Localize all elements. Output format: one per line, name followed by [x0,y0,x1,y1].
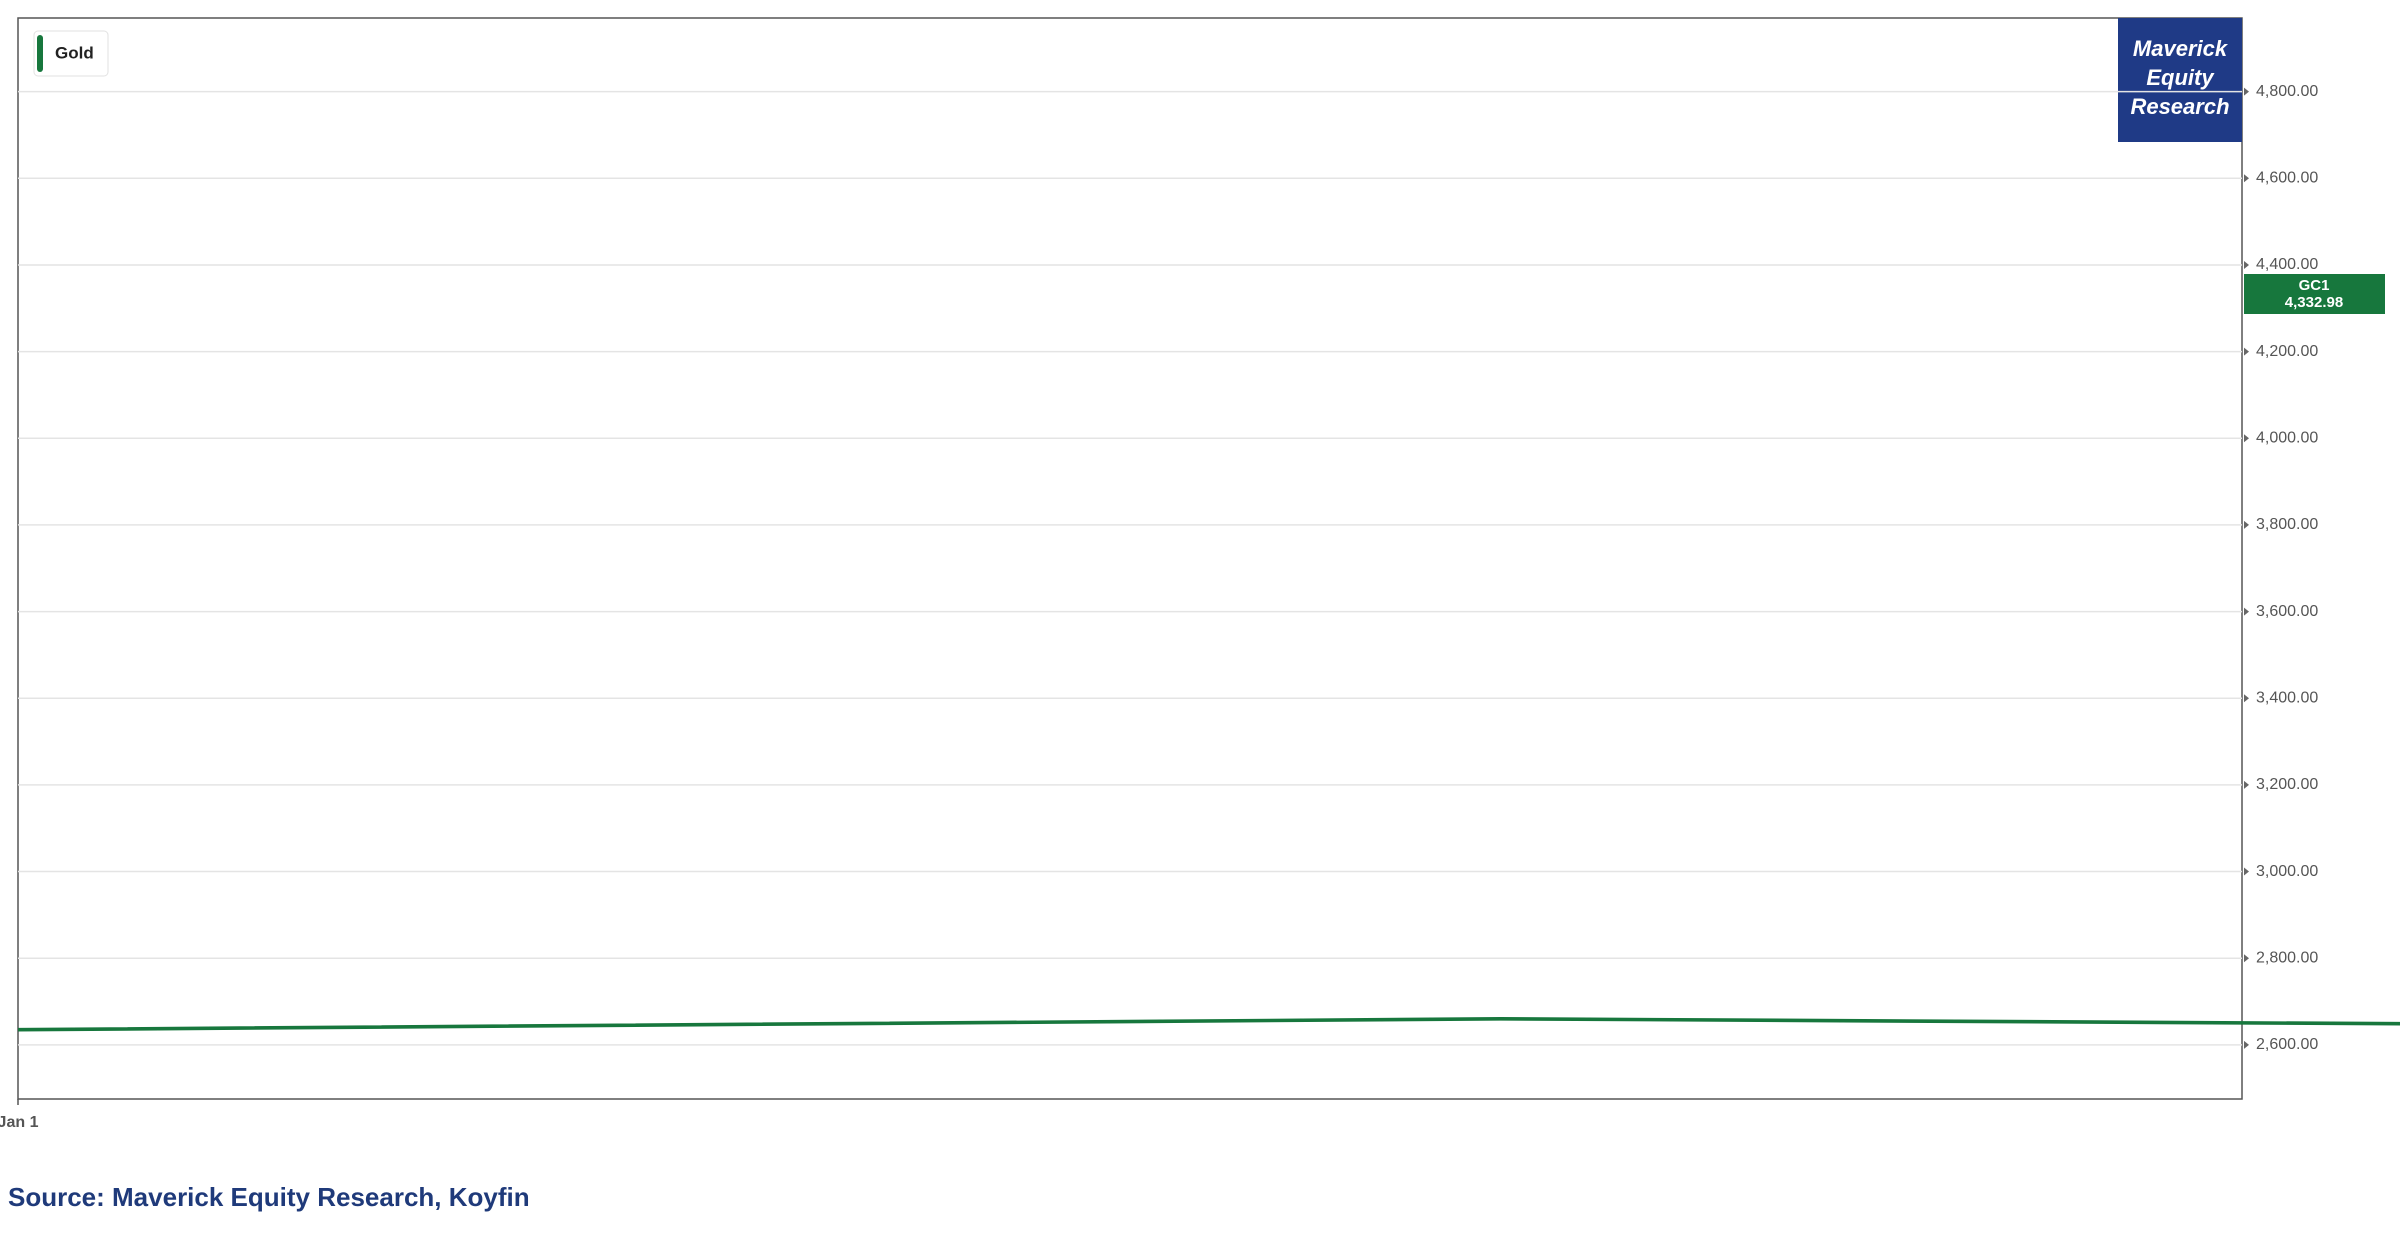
y-tick-label: 3,000.00 [2256,863,2318,880]
y-tick-mark [2244,780,2249,789]
y-tick-label: 3,200.00 [2256,776,2318,793]
y-tick-mark [2244,434,2249,443]
brand-background [2118,18,2242,142]
y-tick-label: 4,600.00 [2256,170,2318,187]
y-tick-label: 4,000.00 [2256,429,2318,446]
y-tick-mark [2244,520,2249,529]
y-tick-label: 4,800.00 [2256,83,2318,100]
x-tick-label: Jan 1 [0,1114,39,1131]
y-tick-mark [2244,260,2249,269]
y-tick-mark [2244,694,2249,703]
y-tick-label: 3,400.00 [2256,689,2318,706]
y-tick-mark [2244,347,2249,356]
price-line [17,1017,2400,1032]
brand-box: Maverick Equity Research [2118,18,2242,142]
price-tag [2244,273,2385,314]
y-tick-label: 2,600.00 [2256,1036,2318,1053]
brand-text: Research [2130,94,2229,119]
price-tag-label: 4,332.98 [2285,294,2343,311]
legend-swatch [37,35,43,72]
plot-frame [17,17,2243,1100]
y-tick-label: 4,400.00 [2256,256,2318,273]
y-tick-label: 2,800.00 [2256,949,2318,966]
y-tick-mark [2244,1040,2249,1049]
legend: Gold [33,30,109,77]
y-tick-mark [2244,954,2249,963]
brand-text: Maverick [2133,36,2229,61]
price-tag-name: GC1 [2299,277,2330,294]
legend-label: Gold [55,43,94,62]
y-tick-label: 4,200.00 [2256,343,2318,360]
source-note: Source: Maverick Equity Research, Koyfin [8,1182,530,1212]
brand-text: Equity [2146,65,2215,90]
y-tick-label: 3,600.00 [2256,603,2318,620]
y-tick-mark [2244,87,2249,96]
legend-box [33,30,109,77]
y-tick-label: 3,800.00 [2256,516,2318,533]
y-tick-mark [2244,174,2249,183]
y-tick-mark [2244,607,2249,616]
y-tick-mark [2244,867,2249,876]
